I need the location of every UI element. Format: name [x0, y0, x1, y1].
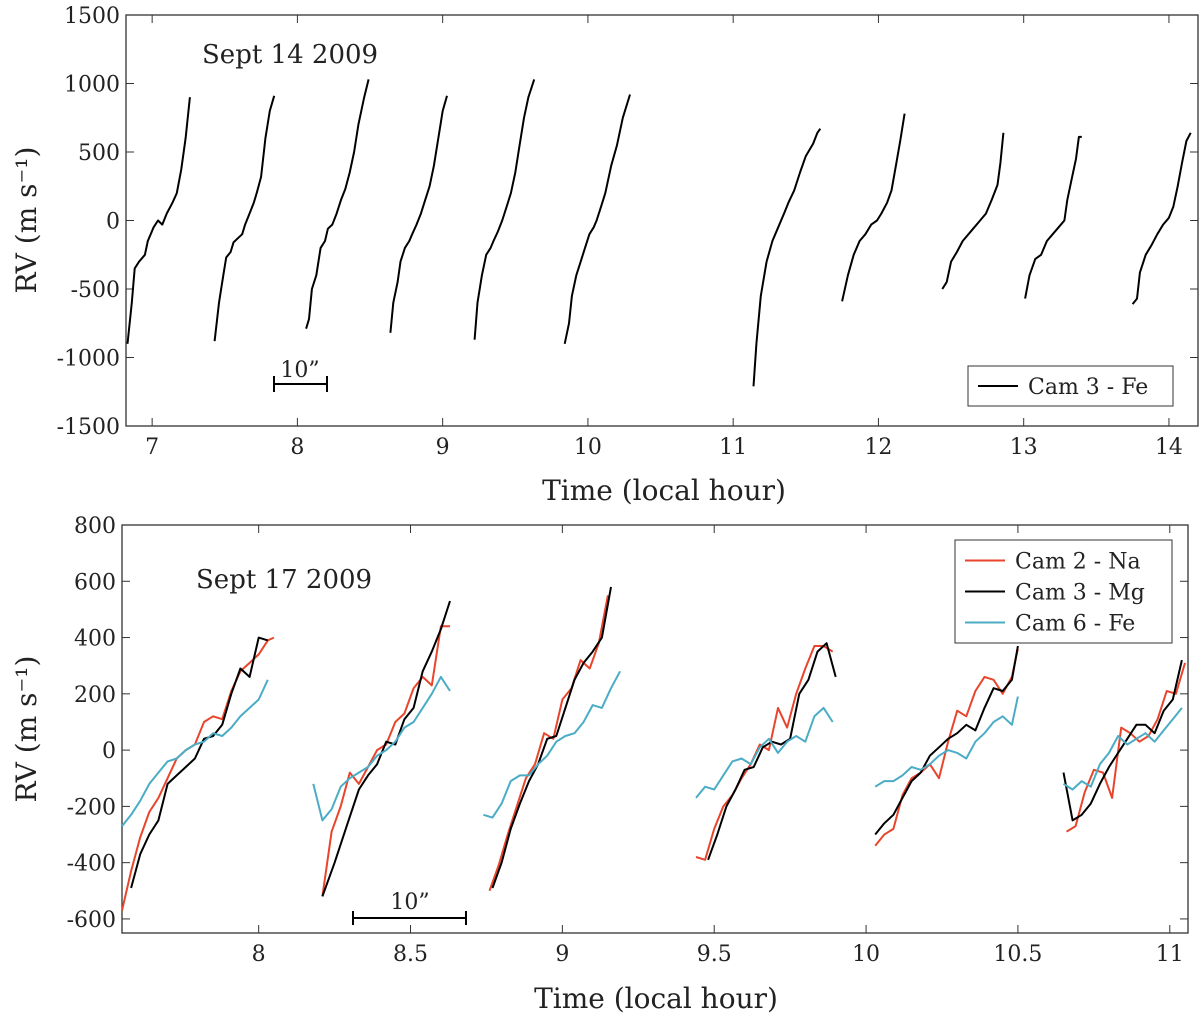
- y-tick-label: -1500: [57, 415, 120, 440]
- legend-label: Cam 2 - Na: [1015, 550, 1141, 575]
- series-line-cam-3-fe: [1024, 135, 1082, 299]
- series-line-cam-3-fe: [752, 128, 822, 387]
- y-tick-label: 0: [102, 739, 116, 764]
- series-line-cam-2-na: [874, 648, 1019, 847]
- series-line-cam-6-fe: [483, 670, 621, 819]
- series-line-cam-3-fe: [305, 79, 370, 329]
- x-tick-label: 8: [290, 435, 304, 460]
- legend-label: Cam 3 - Fe: [1028, 375, 1148, 400]
- y-ticks: -1500 -1000 -500 0 500 1000 1500: [57, 4, 1198, 440]
- x-tick-label: 10: [852, 942, 880, 967]
- series-line-cam-3-fe: [473, 79, 536, 340]
- y-tick-label: 0: [106, 210, 120, 235]
- y-axis-title: RV (m s⁻¹): [10, 147, 43, 294]
- series-line-cam-3-mg: [874, 645, 1019, 836]
- series-line-cam-2-na: [321, 625, 450, 897]
- y-axis-title: RV (m s⁻¹): [10, 656, 43, 803]
- y-tick-label: 800: [74, 514, 116, 539]
- series-line-cam-3-fe: [389, 95, 448, 333]
- x-tick-label: 7: [145, 435, 159, 460]
- x-ticks: 8 8.5 9 9.5 10 10.5 11: [252, 525, 1184, 967]
- x-tick-label: 10: [574, 435, 602, 460]
- x-tick-label: 11: [719, 435, 747, 460]
- series-line-cam-3-mg: [130, 636, 269, 889]
- series-line-cam-6-fe: [874, 696, 1019, 788]
- series-line-cam-2-na: [695, 645, 834, 861]
- series-line-cam-6-fe: [312, 675, 451, 822]
- scale-bar: 10”: [352, 890, 467, 925]
- series-line-cam-6-fe: [1062, 707, 1183, 791]
- x-tick-label: 12: [864, 435, 892, 460]
- y-tick-label: -500: [71, 278, 120, 303]
- y-tick-label: 200: [74, 683, 116, 708]
- series-line-cam-3-fe: [213, 95, 276, 342]
- x-tick-label: 9: [555, 942, 569, 967]
- series-line-cam-2-na: [488, 595, 609, 892]
- y-tick-label: -600: [67, 908, 116, 933]
- series-line-cam-2-na: [121, 636, 275, 911]
- legend-label: Cam 3 - Mg: [1015, 581, 1145, 606]
- series-line-cam-3-mg: [707, 642, 837, 861]
- x-ticks: 7 8 9 10 11 12 13 14: [145, 15, 1183, 460]
- scale-bar-label: 10”: [280, 358, 319, 383]
- series-layer: [126, 79, 1192, 387]
- y-tick-label: 500: [78, 141, 120, 166]
- x-tick-label: 8.5: [393, 942, 428, 967]
- series-line-cam-6-fe: [695, 706, 834, 799]
- series-line-cam-3-fe: [941, 132, 1005, 290]
- series-line-cam-3-fe: [126, 97, 191, 344]
- scale-bar: 10”: [273, 358, 328, 392]
- series-line-cam-3-mg: [321, 600, 451, 897]
- y-tick-label: 1500: [64, 4, 120, 29]
- x-tick-label: 11: [1156, 942, 1184, 967]
- x-axis-title: Time (local hour): [542, 474, 786, 507]
- series-line-cam-3-fe: [841, 113, 906, 302]
- series-line-cam-3-mg: [491, 586, 612, 889]
- series-line-cam-3-fe: [1131, 132, 1192, 305]
- x-tick-label: 14: [1155, 435, 1183, 460]
- series-line-cam-3-fe: [563, 94, 631, 345]
- date-label: Sept 17 2009: [196, 565, 372, 595]
- series-line-cam-3-mg: [1062, 659, 1183, 822]
- legend: Cam 3 - Fe: [967, 365, 1174, 407]
- y-tick-label: 1000: [64, 73, 120, 98]
- plot-frame: [121, 524, 1189, 934]
- y-tick-label: -1000: [57, 347, 120, 372]
- y-tick-label: 400: [74, 627, 116, 652]
- y-tick-label: -200: [67, 795, 116, 820]
- x-tick-label: 10.5: [993, 942, 1042, 967]
- x-tick-label: 13: [1010, 435, 1038, 460]
- panel-sept17: -600 -400 -200 0 200 400 600 800 8 8.5 9 9.5 10 10.5…: [10, 514, 1189, 1015]
- legend-label: Cam 6 - Fe: [1015, 612, 1135, 637]
- series-line-cam-6-fe: [121, 679, 269, 827]
- date-label: Sept 14 2009: [202, 40, 378, 70]
- series-layer: [121, 586, 1186, 911]
- y-tick-label: 600: [74, 570, 116, 595]
- x-tick-label: 8: [252, 942, 266, 967]
- x-tick-label: 9.5: [697, 942, 732, 967]
- panel-sept14: -1500 -1000 -500 0 500 1000 1500 7 8 9 10 11 12 13 14…: [10, 4, 1199, 507]
- scale-bar-label: 10”: [390, 890, 429, 915]
- x-axis-title: Time (local hour): [534, 982, 778, 1015]
- x-tick-label: 9: [436, 435, 450, 460]
- series-line-cam-2-na: [1065, 662, 1186, 833]
- y-tick-label: -400: [67, 852, 116, 877]
- legend: Cam 2 - Na Cam 3 - Mg Cam 6 - Fe: [954, 539, 1173, 644]
- y-ticks: -600 -400 -200 0 200 400 600 800: [67, 514, 1188, 933]
